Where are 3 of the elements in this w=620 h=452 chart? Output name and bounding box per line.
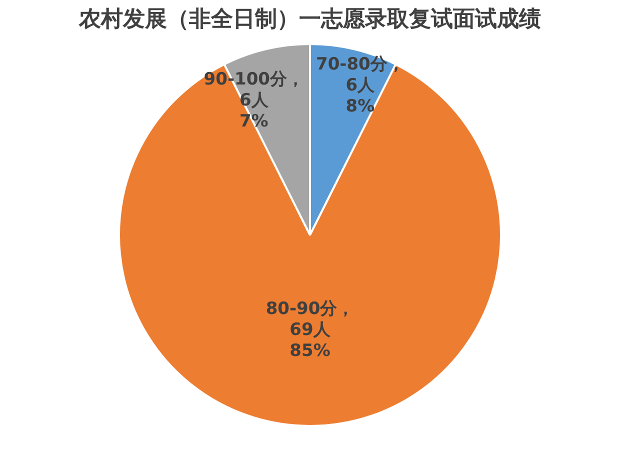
slice-label: 70-80分， 6人 8% [316,54,404,117]
slice-label: 80-90分， 69人 85% [266,298,354,361]
chart-title: 农村发展（非全日制）一志愿录取复试面试成绩 [78,6,542,34]
